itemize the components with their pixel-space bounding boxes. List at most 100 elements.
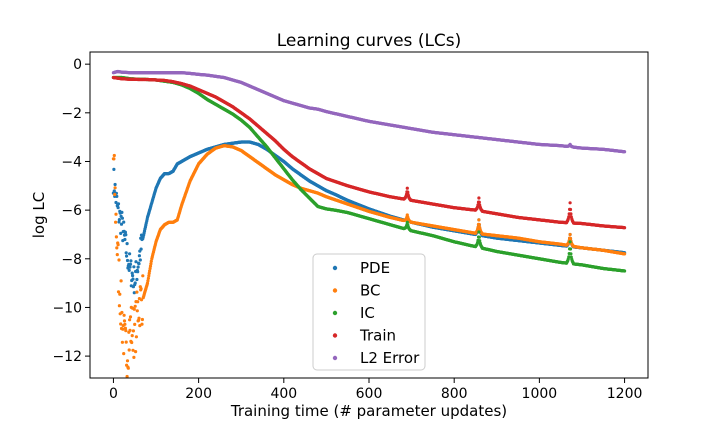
bc-point	[117, 258, 121, 262]
series-train	[111, 75, 627, 230]
bc-point	[623, 252, 627, 256]
pde-point	[127, 268, 131, 272]
bc-point	[125, 359, 130, 363]
bc-point	[147, 274, 151, 278]
pde-point	[124, 251, 128, 255]
pde-point	[128, 252, 132, 256]
train-point	[568, 201, 572, 205]
bc-point	[132, 355, 136, 359]
ic-point	[405, 220, 409, 224]
bc-point	[116, 243, 120, 247]
bc-point	[133, 304, 137, 308]
bc-point	[126, 366, 130, 370]
bc-point	[146, 276, 150, 280]
bc-point	[568, 232, 572, 237]
chart-title: Learning curves (LCs)	[277, 31, 462, 51]
bc-point	[130, 340, 134, 345]
bc-point	[122, 313, 126, 317]
bc-point	[568, 236, 573, 240]
pde-point	[132, 291, 136, 295]
bc-point	[122, 352, 126, 356]
pde-point	[116, 202, 121, 206]
bc-point	[118, 292, 122, 296]
pde-point	[136, 270, 140, 274]
bc-point	[130, 334, 134, 338]
ic-point	[477, 235, 481, 239]
train-point	[569, 212, 573, 216]
bc-point	[134, 350, 138, 354]
pde-point	[115, 194, 119, 198]
bc-point	[148, 266, 152, 271]
pde-point	[123, 237, 127, 242]
pde-point	[120, 216, 124, 220]
pde-point	[112, 167, 116, 171]
ic-point	[568, 240, 572, 244]
pde-point	[137, 262, 141, 266]
bc-point	[148, 269, 152, 273]
bc-point	[115, 253, 119, 257]
pde-point	[117, 218, 121, 222]
pde-point	[123, 230, 127, 234]
bc-point	[128, 328, 132, 332]
bc-point	[132, 307, 136, 311]
pde-point	[134, 260, 138, 264]
pde-point	[131, 274, 135, 278]
pde-point	[137, 254, 141, 258]
pde-point	[120, 210, 124, 214]
bc-point	[116, 290, 121, 294]
bc-point	[140, 317, 144, 322]
bc-point	[124, 329, 128, 333]
pde-point	[128, 265, 132, 269]
bc-point	[114, 212, 118, 216]
bc-point	[140, 322, 144, 326]
train-point	[406, 190, 410, 194]
bc-point	[477, 218, 481, 222]
bc-point	[124, 340, 128, 344]
pde-point	[122, 220, 126, 224]
pde-point	[139, 247, 143, 251]
bc-point	[119, 279, 123, 283]
train-point	[568, 207, 573, 212]
bc-point	[133, 322, 137, 326]
bc-point	[131, 329, 135, 333]
ic-point	[567, 255, 571, 259]
pde-point	[135, 277, 139, 282]
pde-point	[124, 233, 128, 237]
bc-point	[148, 264, 153, 268]
bc-point	[113, 186, 117, 190]
bc-point	[146, 279, 150, 283]
pde-point	[132, 265, 136, 269]
pde-point	[116, 206, 120, 210]
bc-point	[135, 290, 139, 294]
pde-point	[130, 271, 134, 275]
bc-point	[149, 259, 153, 263]
bc-point	[128, 315, 133, 319]
bc-point	[122, 319, 127, 323]
ic-point	[478, 239, 482, 243]
bc-point	[120, 340, 124, 344]
train-point	[567, 215, 571, 219]
pde-point	[113, 182, 117, 187]
pde-point	[129, 259, 133, 263]
train-point	[623, 226, 627, 230]
pde-point	[119, 222, 124, 226]
bc-point	[119, 322, 123, 326]
bc-point	[114, 235, 118, 239]
bc-point	[113, 192, 117, 197]
bc-point	[141, 274, 145, 278]
bc-point	[117, 304, 121, 308]
bc-point	[135, 309, 139, 313]
bc-point	[477, 222, 481, 227]
train-point	[477, 200, 481, 204]
bc-point	[137, 316, 141, 320]
bc-point	[149, 262, 153, 266]
ic-point	[569, 252, 573, 256]
pde-point	[131, 277, 135, 281]
ic-point	[623, 269, 627, 273]
bc-point	[112, 153, 116, 158]
bc-point	[127, 348, 131, 352]
pde-point	[133, 281, 137, 285]
bc-point	[123, 326, 127, 330]
train-point	[405, 186, 409, 190]
pde-point	[138, 258, 142, 262]
